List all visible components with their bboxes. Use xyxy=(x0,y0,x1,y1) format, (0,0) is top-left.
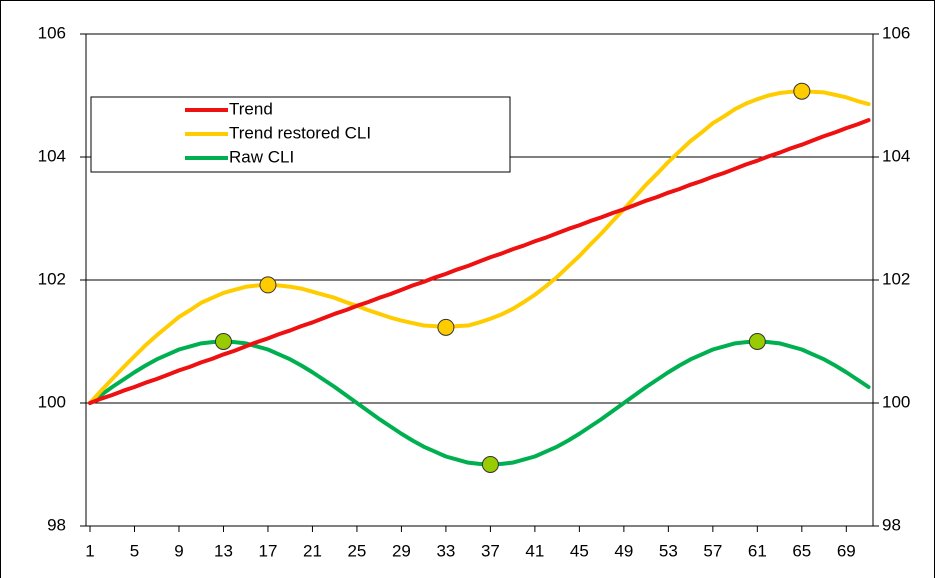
y2-tick-label: 106 xyxy=(882,23,910,42)
series-marker xyxy=(437,318,455,336)
x-tick-label: 69 xyxy=(837,541,856,560)
series-marker xyxy=(481,456,499,473)
y2-tick-label: 104 xyxy=(882,146,910,165)
y2-tick-label: 98 xyxy=(882,515,901,534)
series-marker xyxy=(214,333,232,350)
x-tick-label: 1 xyxy=(85,541,94,560)
x-tick-label: 13 xyxy=(214,541,233,560)
y-tick-label: 98 xyxy=(47,515,66,534)
legend-label: Raw CLI xyxy=(229,147,294,166)
x-tick-label: 53 xyxy=(659,541,678,560)
series-marker xyxy=(259,276,277,294)
y-tick-label: 100 xyxy=(38,392,66,411)
x-tick-label: 25 xyxy=(347,541,366,560)
y2-tick-label: 100 xyxy=(882,392,910,411)
x-tick-label: 57 xyxy=(703,541,722,560)
y2-tick-label: 102 xyxy=(882,269,910,288)
x-tick-label: 17 xyxy=(258,541,277,560)
series-line xyxy=(88,89,871,405)
y-tick-label: 106 xyxy=(38,23,66,42)
y-tick-label: 102 xyxy=(38,269,66,288)
x-tick-label: 37 xyxy=(481,541,500,560)
x-tick-label: 65 xyxy=(792,541,811,560)
y-tick-label: 104 xyxy=(38,146,66,165)
x-tick-label: 45 xyxy=(570,541,589,560)
series-line xyxy=(88,118,871,405)
x-tick-label: 21 xyxy=(303,541,322,560)
x-tick-label: 61 xyxy=(748,541,767,560)
x-tick-label: 41 xyxy=(525,541,544,560)
x-tick-label: 5 xyxy=(130,541,139,560)
x-tick-label: 9 xyxy=(174,541,183,560)
x-tick-label: 29 xyxy=(392,541,411,560)
x-tick-label: 33 xyxy=(436,541,455,560)
series-marker xyxy=(793,82,811,100)
legend-label: Trend restored CLI xyxy=(229,123,371,142)
series-marker xyxy=(748,333,766,350)
x-tick-label: 49 xyxy=(614,541,633,560)
legend-label: Trend xyxy=(229,99,273,118)
legend-box xyxy=(90,96,511,173)
